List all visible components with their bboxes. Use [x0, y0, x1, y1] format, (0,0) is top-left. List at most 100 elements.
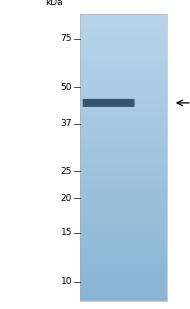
- Bar: [80, 81, 167, 82]
- Bar: [80, 206, 167, 207]
- Bar: [80, 55, 167, 56]
- Bar: [80, 236, 167, 237]
- Bar: [80, 184, 167, 185]
- Bar: [80, 95, 167, 96]
- Bar: [80, 297, 167, 298]
- Bar: [80, 18, 167, 19]
- Bar: [80, 256, 167, 257]
- Bar: [80, 138, 167, 139]
- Bar: [80, 16, 167, 17]
- Bar: [80, 186, 167, 187]
- Bar: [80, 14, 167, 15]
- Bar: [80, 44, 167, 45]
- Bar: [80, 208, 167, 209]
- Bar: [80, 235, 167, 236]
- Bar: [80, 178, 167, 179]
- Bar: [80, 41, 167, 42]
- Bar: [80, 194, 167, 195]
- Bar: [80, 167, 167, 168]
- Bar: [80, 79, 167, 80]
- Bar: [80, 26, 167, 27]
- Bar: [80, 228, 167, 229]
- Bar: [80, 60, 167, 61]
- Bar: [80, 77, 167, 78]
- Bar: [80, 59, 167, 60]
- Text: 15: 15: [61, 228, 72, 237]
- Bar: [80, 221, 167, 222]
- Bar: [80, 241, 167, 242]
- Bar: [80, 173, 167, 174]
- Bar: [80, 294, 167, 295]
- Bar: [80, 274, 167, 275]
- Bar: [80, 229, 167, 231]
- Bar: [80, 147, 167, 148]
- Bar: [80, 220, 167, 221]
- Bar: [80, 58, 167, 59]
- Bar: [80, 268, 167, 269]
- Bar: [80, 86, 167, 87]
- Bar: [80, 42, 167, 43]
- Bar: [80, 64, 167, 65]
- Bar: [80, 212, 167, 213]
- Bar: [80, 170, 167, 171]
- Bar: [80, 87, 167, 88]
- Bar: [80, 265, 167, 266]
- Bar: [80, 246, 167, 247]
- Bar: [80, 57, 167, 58]
- Bar: [80, 38, 167, 39]
- Bar: [80, 29, 167, 30]
- Bar: [80, 270, 167, 271]
- Bar: [80, 187, 167, 188]
- Bar: [80, 34, 167, 35]
- Bar: [80, 35, 167, 36]
- Bar: [80, 165, 167, 166]
- Bar: [80, 168, 167, 169]
- Bar: [80, 62, 167, 63]
- Bar: [80, 120, 167, 121]
- Bar: [80, 163, 167, 164]
- Bar: [80, 176, 167, 177]
- Bar: [80, 298, 167, 299]
- Bar: [80, 78, 167, 79]
- Bar: [80, 300, 167, 301]
- Bar: [80, 171, 167, 172]
- Bar: [80, 53, 167, 54]
- Bar: [80, 215, 167, 216]
- Bar: [80, 74, 167, 75]
- Bar: [80, 72, 167, 73]
- Bar: [80, 88, 167, 89]
- Bar: [80, 125, 167, 126]
- Bar: [80, 24, 167, 25]
- Bar: [80, 94, 167, 95]
- Bar: [80, 199, 167, 200]
- Bar: [80, 244, 167, 245]
- Bar: [80, 237, 167, 238]
- Bar: [80, 119, 167, 120]
- Bar: [80, 23, 167, 24]
- Bar: [80, 146, 167, 147]
- Bar: [80, 154, 167, 155]
- Bar: [80, 101, 167, 102]
- Bar: [80, 252, 167, 253]
- Bar: [80, 27, 167, 28]
- Bar: [80, 280, 167, 281]
- Bar: [80, 31, 167, 32]
- Bar: [80, 192, 167, 193]
- Text: 25: 25: [61, 167, 72, 176]
- Bar: [80, 76, 167, 77]
- Bar: [80, 105, 167, 106]
- Bar: [80, 128, 167, 129]
- Bar: [80, 205, 167, 206]
- Bar: [80, 155, 167, 156]
- Bar: [80, 191, 167, 192]
- Bar: [80, 99, 167, 100]
- Bar: [80, 251, 167, 252]
- Bar: [80, 202, 167, 203]
- Bar: [80, 287, 167, 288]
- Bar: [80, 68, 167, 69]
- Bar: [80, 283, 167, 284]
- Bar: [80, 151, 167, 152]
- Bar: [80, 126, 167, 127]
- Bar: [80, 262, 167, 263]
- Bar: [80, 36, 167, 37]
